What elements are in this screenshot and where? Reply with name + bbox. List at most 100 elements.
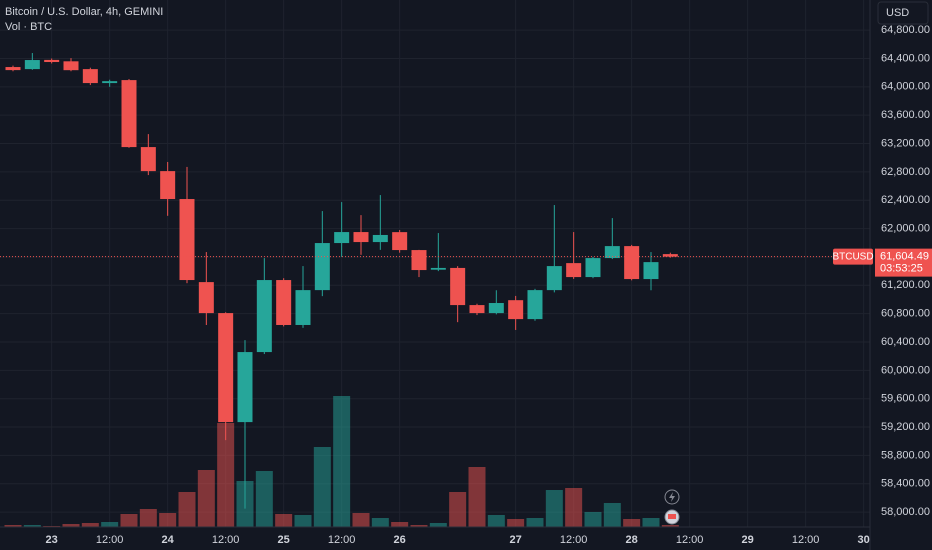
x-tick-label: 25 [278, 534, 290, 546]
event-icons [664, 489, 680, 525]
y-tick-label: 59,600.00 [881, 393, 930, 405]
y-tick-label: 64,800.00 [881, 24, 930, 36]
candle-body [430, 267, 446, 270]
y-tick-label: 61,200.00 [881, 279, 930, 291]
x-tick-label: 12:00 [792, 534, 820, 546]
currency-button[interactable] [877, 1, 929, 25]
x-tick-label: 24 [162, 534, 175, 546]
x-tick-label: 12:00 [212, 534, 240, 546]
candle-body [624, 246, 640, 280]
volume-bar [429, 523, 447, 527]
x-tick-label: 12:00 [96, 534, 124, 546]
candle-body [411, 250, 427, 271]
candle-body [334, 232, 350, 244]
volume-bar [333, 396, 351, 527]
candle-body [585, 258, 601, 278]
volume-bar [159, 513, 177, 527]
chart-title: Bitcoin / U.S. Dollar, 4h, GEMINI [5, 6, 163, 18]
candle-body [566, 263, 582, 278]
candle-body [276, 280, 292, 325]
volume-bar [81, 523, 99, 527]
volume-layer [4, 396, 679, 527]
volume-bar [391, 522, 409, 527]
candle-body [63, 61, 79, 71]
currency-label[interactable]: USD [886, 7, 909, 19]
volume-bar [487, 515, 505, 527]
volume-bar [313, 447, 331, 527]
candle-body [121, 80, 137, 148]
volume-bar [642, 518, 660, 527]
candle-body [392, 232, 408, 251]
volume-bar [178, 492, 196, 527]
symbol-label: BTCUSD [832, 251, 873, 262]
candle-body [5, 67, 21, 71]
volume-bar [468, 467, 486, 527]
volume-label: Vol · BTC [5, 21, 52, 33]
icon [668, 514, 676, 519]
volume-bar [255, 471, 273, 527]
candle-body [198, 282, 214, 314]
y-tick-label: 62,000.00 [881, 222, 930, 234]
candle-body [353, 232, 369, 243]
volume-bar [23, 525, 41, 527]
volume-bar [294, 515, 312, 527]
candle-body [102, 81, 118, 84]
symbol-tag [833, 248, 873, 265]
candle-body [179, 199, 195, 281]
y-tick-label: 58,800.00 [881, 449, 930, 461]
candle-body [662, 254, 678, 257]
volume-bar [449, 492, 467, 527]
candle-body [82, 69, 98, 84]
candle-body [469, 305, 485, 314]
volume-bar [275, 514, 293, 527]
icon[interactable] [664, 489, 680, 505]
volume-bar [584, 512, 602, 527]
volume-bar [352, 513, 370, 527]
volume-bar [565, 488, 583, 527]
x-tick-label: 12:00 [560, 534, 588, 546]
candle-body [160, 171, 176, 200]
countdown-label: 03:53:25 [880, 263, 923, 275]
candle-layer [5, 53, 678, 509]
x-tick-label: 12:00 [328, 534, 356, 546]
candle-body [256, 280, 272, 353]
x-tick-label: 23 [46, 534, 58, 546]
y-tick-label: 62,800.00 [881, 166, 930, 178]
volume-bar [217, 423, 235, 527]
candle-body [295, 290, 311, 325]
volume-bar [603, 503, 621, 527]
volume-bar [507, 519, 525, 527]
y-tick-label: 59,200.00 [881, 421, 930, 433]
y-tick-label: 64,400.00 [881, 52, 930, 64]
axes: 58,000.00 58,400.00 58,800.00 59,200.00 59,6… [46, 24, 930, 546]
candle-body [237, 352, 253, 423]
candle-body [314, 243, 330, 291]
candle-body [140, 147, 156, 172]
x-tick-label: 12:00 [676, 534, 704, 546]
candle-body [372, 234, 388, 243]
candle-body [44, 59, 60, 63]
y-tick-label: 64,000.00 [881, 81, 930, 93]
candle-body [24, 60, 40, 70]
x-tick-label: 29 [742, 534, 754, 546]
candle-body [218, 313, 234, 423]
candle-body [604, 246, 620, 259]
volume-bar [526, 518, 544, 527]
y-tick-label: 63,600.00 [881, 109, 930, 121]
volume-bar [661, 525, 679, 527]
volume-bar [4, 525, 22, 527]
candle-body [643, 262, 659, 280]
x-tick-label: 30 [858, 534, 870, 546]
volume-bar [139, 509, 157, 527]
volume-bar [545, 490, 563, 527]
candle-body [450, 267, 466, 306]
price-tag [875, 248, 932, 277]
y-tick-label: 60,800.00 [881, 308, 930, 320]
icon [669, 492, 675, 502]
candle-body [508, 300, 524, 320]
candle-body [488, 303, 504, 314]
candle-body [527, 290, 543, 320]
volume-bar [120, 514, 138, 527]
